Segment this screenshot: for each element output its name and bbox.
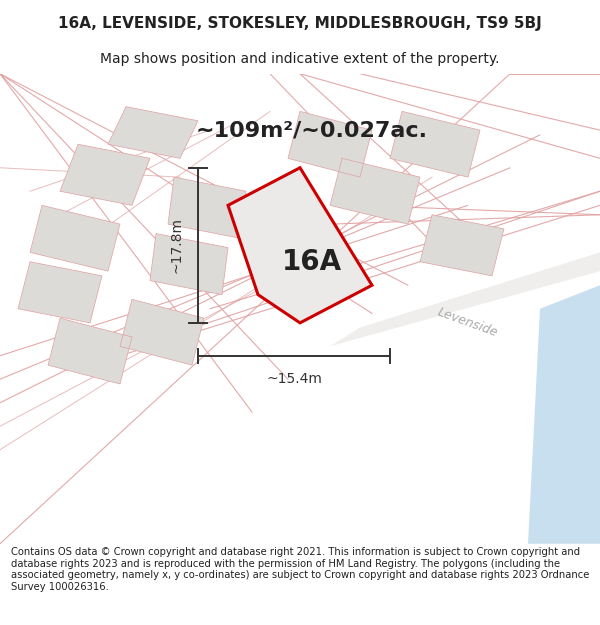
Polygon shape bbox=[330, 253, 600, 346]
Text: Levenside: Levenside bbox=[436, 306, 500, 340]
Polygon shape bbox=[288, 111, 372, 177]
Polygon shape bbox=[150, 234, 228, 294]
Polygon shape bbox=[108, 107, 198, 158]
Polygon shape bbox=[48, 318, 132, 384]
Text: Map shows position and indicative extent of the property.: Map shows position and indicative extent… bbox=[100, 52, 500, 66]
Polygon shape bbox=[228, 168, 372, 323]
Polygon shape bbox=[390, 111, 480, 177]
Text: 16A: 16A bbox=[282, 248, 342, 276]
Polygon shape bbox=[18, 262, 102, 323]
Polygon shape bbox=[528, 285, 600, 544]
Polygon shape bbox=[60, 144, 150, 206]
Polygon shape bbox=[168, 177, 246, 238]
Text: 16A, LEVENSIDE, STOKESLEY, MIDDLESBROUGH, TS9 5BJ: 16A, LEVENSIDE, STOKESLEY, MIDDLESBROUGH… bbox=[58, 16, 542, 31]
Text: ~109m²/~0.027ac.: ~109m²/~0.027ac. bbox=[196, 120, 428, 140]
Polygon shape bbox=[120, 299, 204, 365]
Text: ~15.4m: ~15.4m bbox=[266, 372, 322, 386]
Text: ~17.8m: ~17.8m bbox=[170, 217, 184, 273]
Text: Contains OS data © Crown copyright and database right 2021. This information is : Contains OS data © Crown copyright and d… bbox=[11, 547, 589, 592]
Polygon shape bbox=[30, 206, 120, 271]
Polygon shape bbox=[420, 215, 504, 276]
Polygon shape bbox=[330, 158, 420, 224]
